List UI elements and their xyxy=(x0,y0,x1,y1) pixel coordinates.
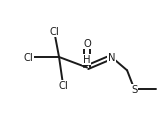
Text: O: O xyxy=(83,39,91,49)
Text: H: H xyxy=(83,55,91,65)
Text: Cl: Cl xyxy=(23,53,33,62)
Text: Cl: Cl xyxy=(49,27,59,37)
Text: Cl: Cl xyxy=(58,81,68,91)
Text: N: N xyxy=(108,53,115,62)
Text: S: S xyxy=(131,85,138,95)
